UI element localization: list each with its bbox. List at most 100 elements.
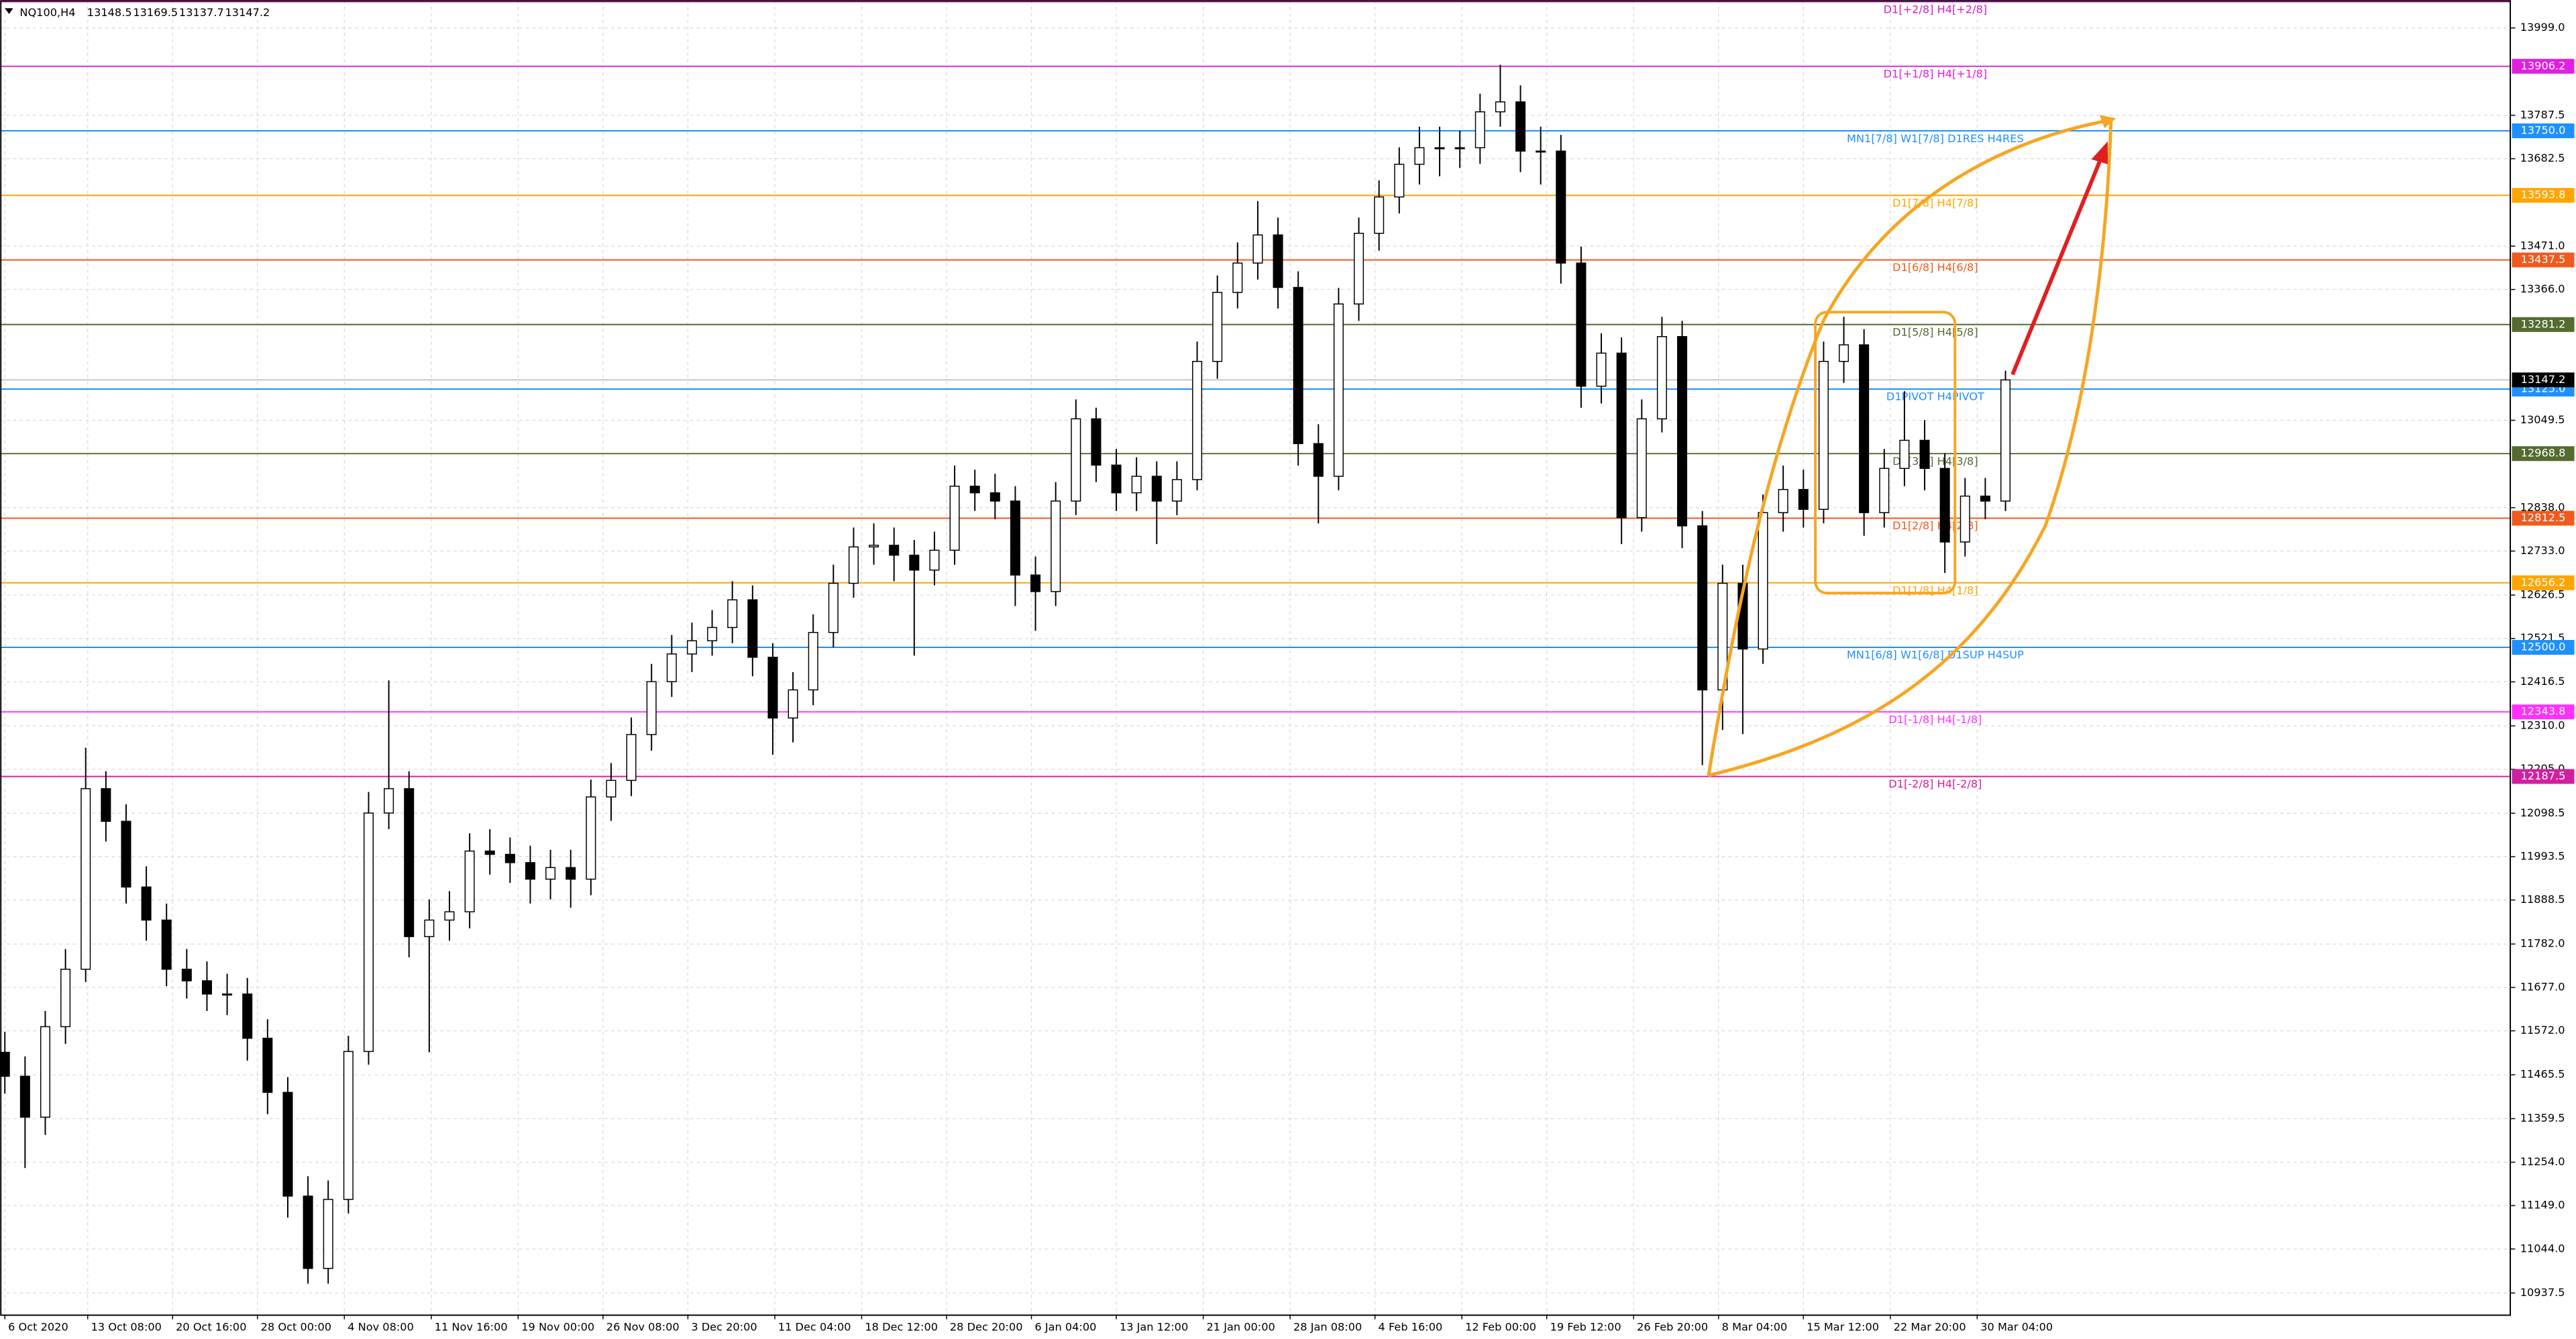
y-tick-label: 12098.5 (2520, 806, 2565, 819)
level-tag-label: 13750.0 (2521, 124, 2566, 137)
candle-body (1899, 439, 1910, 469)
y-tick-label: 12733.0 (2520, 544, 2565, 557)
candle-body (1091, 418, 1102, 466)
level-tag (2512, 446, 2575, 462)
candle-body (1839, 344, 1849, 362)
x-tick-label: 30 Mar 04:00 (1980, 1320, 2053, 1333)
low-value: 13137.7 (179, 6, 224, 19)
candles (0, 64, 2011, 1284)
candle-body (1939, 468, 1950, 543)
candle-body (1778, 488, 1788, 513)
level-label: MN1[7/8] W1[7/8] D1RES H4RES (1847, 132, 2024, 145)
x-tick-label: 21 Jan 00:00 (1206, 1320, 1275, 1333)
y-tick-label: 13366.0 (2520, 282, 2565, 295)
x-tick-label: 6 Oct 2020 (8, 1320, 68, 1333)
menu-arrow (5, 8, 13, 14)
y-tick-label: 13682.5 (2520, 152, 2565, 164)
plot-frame (0, 0, 2512, 1316)
level-label: D1[3/8] H4[3/8] (1892, 455, 1978, 468)
x-tick-label: 6 Jan 04:00 (1034, 1320, 1096, 1333)
candle-body (1960, 495, 1970, 543)
channel-arrowhead (2099, 115, 2116, 129)
candle-body (1374, 196, 1385, 234)
x-tick-label: 3 Dec 20:00 (691, 1320, 757, 1333)
candle-body (201, 980, 212, 995)
level-label: D1[1/8] H4[1/8] (1892, 584, 1978, 597)
level-label: D1[-1/8] H4[-1/8] (1888, 713, 1982, 726)
candle-body (525, 862, 535, 880)
level-tag-label: 12343.8 (2521, 705, 2566, 718)
candle-body (1818, 360, 1829, 510)
level-tag-label: 13906.2 (2521, 59, 2566, 72)
candle-body (1576, 262, 1587, 387)
candle-body (545, 867, 556, 880)
candle-body (646, 681, 657, 735)
candle-body (1980, 495, 1990, 502)
y-tick-label: 11044.0 (2520, 1242, 2565, 1254)
current-price-label: 13147.2 (2521, 373, 2566, 386)
candle-body (1293, 286, 1303, 445)
close-value: 13147.2 (225, 6, 270, 19)
grid (0, 0, 2511, 1315)
candle-body (949, 486, 960, 551)
x-tick-label: 19 Feb 12:00 (1550, 1320, 1621, 1333)
level-label: D1[2/8] H4[2/8] (1892, 519, 1978, 532)
level-label: MN1[6/8] W1[6/8] D1SUP H4SUP (1847, 649, 2024, 661)
candle-body (989, 492, 1000, 502)
level-tag (2512, 252, 2575, 268)
level-tag-label: 13281.2 (2521, 317, 2566, 330)
candle-body (1758, 512, 1768, 650)
y-tick-label: 11782.0 (2520, 937, 2565, 950)
candle-body (1414, 147, 1425, 165)
y-tick-label: 13787.5 (2520, 108, 2565, 121)
candle-body (1636, 418, 1647, 519)
level-tag-label: 12656.2 (2521, 576, 2566, 588)
x-tick-label: 13 Oct 08:00 (91, 1320, 162, 1333)
y-tick-label: 11572.0 (2520, 1024, 2565, 1036)
x-tick-label: 11 Nov 16:00 (435, 1320, 508, 1333)
candle-body (1131, 476, 1142, 494)
x-tick-label: 26 Nov 08:00 (606, 1320, 680, 1333)
candle-body (586, 796, 596, 880)
candle-body (19, 1075, 30, 1118)
candle-body (1919, 439, 1930, 469)
candle-body (222, 994, 233, 996)
x-tick-label: 15 Mar 12:00 (1807, 1320, 1879, 1333)
level-tag (2512, 769, 2575, 784)
candle-body (1515, 101, 1526, 152)
candle-body (40, 1026, 50, 1118)
candle-body (1859, 344, 1870, 513)
axes: 13999.0 13787.5 13682.5 13471.0 13366.0 13049… (4, 21, 2575, 1333)
y-tick-label: 13049.5 (2520, 413, 2565, 426)
candle-body (444, 911, 455, 921)
forecast-arrow (2010, 156, 2103, 376)
level-tag-label: 13593.8 (2521, 189, 2566, 201)
y-tick-label: 11993.5 (2520, 849, 2565, 862)
candle-body (1252, 234, 1263, 264)
channel-lower-curve (1708, 119, 2113, 778)
candle-body (1111, 464, 1122, 494)
y-tick-label: 11359.5 (2520, 1112, 2565, 1124)
forecast-arrowhead (2091, 141, 2108, 164)
x-tick-label: 18 Dec 12:00 (865, 1320, 938, 1333)
candle-body (1273, 234, 1283, 288)
level-label: D1[6/8] H4[6/8] (1892, 261, 1978, 274)
level-tag-label: 13437.5 (2521, 253, 2566, 266)
candle-body (969, 486, 980, 494)
candle-body (1232, 262, 1243, 293)
candle-body (504, 853, 515, 863)
x-tick-label: 8 Mar 04:00 (1722, 1320, 1788, 1333)
candle-body (323, 1199, 333, 1269)
y-tick-label: 11254.0 (2520, 1155, 2565, 1168)
candle-body (909, 554, 920, 571)
candle-body (727, 599, 738, 629)
x-tick-label: 26 Feb 20:00 (1637, 1320, 1708, 1333)
candle-body (626, 734, 637, 782)
candle-body (1192, 360, 1203, 480)
level-tag (2512, 188, 2575, 203)
level-tag (2512, 511, 2575, 526)
range-box (1814, 311, 1957, 595)
header: NQ100,H4 13148.5 13169.5 13137.7 13147.2 (5, 6, 270, 19)
